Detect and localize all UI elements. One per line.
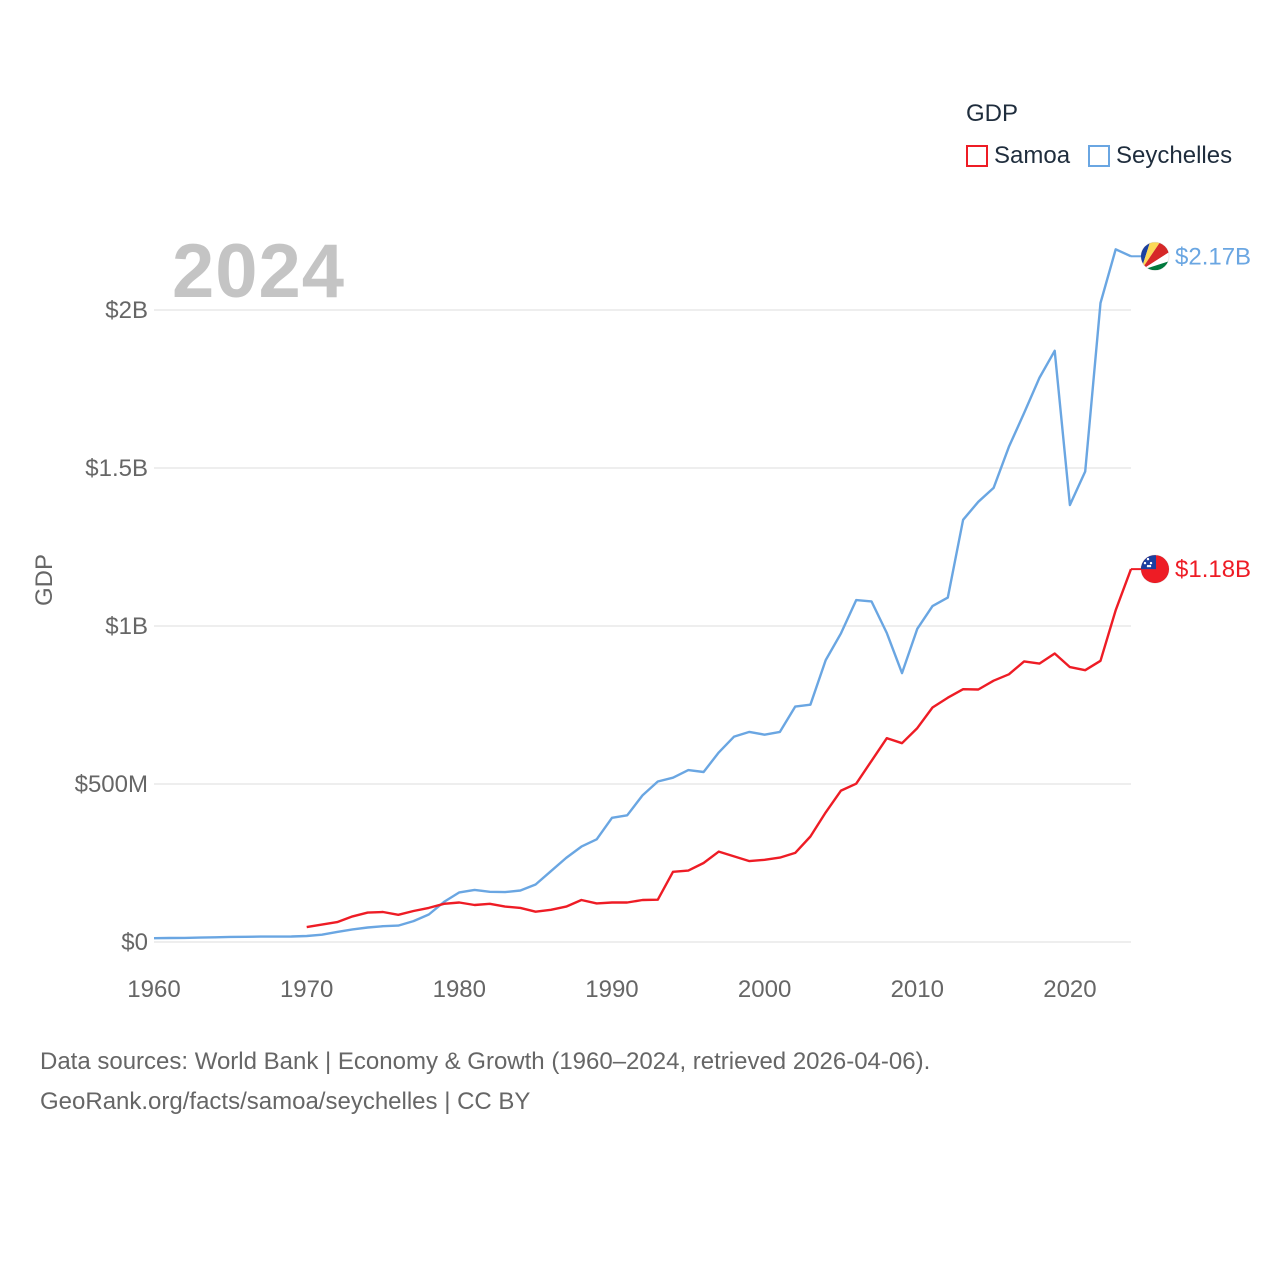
legend: GDP Samoa Seychelles xyxy=(966,100,1232,170)
end-value-label-seychelles: $2.17B xyxy=(1175,243,1251,270)
y-axis-label: GDP xyxy=(31,554,58,606)
current-year-label: 2024 xyxy=(172,229,346,314)
x-tick-label: 1980 xyxy=(433,976,486,1003)
seychelles-flag-icon xyxy=(1140,241,1170,271)
y-tick-label: $0 xyxy=(121,929,148,956)
x-tick-label: 1960 xyxy=(127,976,180,1003)
y-axis-ticks: $0 $500M $1B $1.5B $2B xyxy=(75,297,148,956)
y-tick-label: $2B xyxy=(105,297,148,324)
x-tick-label: 1990 xyxy=(585,976,638,1003)
legend-label-seychelles: Seychelles xyxy=(1116,142,1233,169)
legend-swatch-seychelles xyxy=(1088,145,1111,167)
x-tick-label: 1970 xyxy=(280,976,333,1003)
gridlines xyxy=(154,309,1131,943)
legend-swatch-samoa xyxy=(966,145,988,167)
legend-item-seychelles[interactable]: Seychelles xyxy=(1088,142,1232,170)
legend-label-samoa: Samoa xyxy=(994,142,1071,169)
series-line-samoa xyxy=(306,568,1133,929)
x-tick-label: 2010 xyxy=(891,976,944,1003)
y-tick-label: $1.5B xyxy=(85,455,148,482)
data-source-footer: Data sources: World Bank | Economy & Gro… xyxy=(40,1042,930,1122)
footer-attribution[interactable]: GeoRank.org/facts/samoa/seychelles | CC … xyxy=(40,1088,531,1115)
x-tick-label: 2020 xyxy=(1043,976,1096,1003)
footer-sources: Data sources: World Bank | Economy & Gro… xyxy=(40,1048,931,1075)
legend-title: GDP xyxy=(966,100,1019,127)
end-value-label-samoa: $1.18B xyxy=(1175,556,1251,583)
y-tick-label: $500M xyxy=(75,771,148,798)
x-axis-ticks: 1960 1970 1980 1990 2000 2010 2020 xyxy=(127,976,1096,1003)
x-tick-label: 2000 xyxy=(738,976,791,1003)
legend-item-samoa[interactable]: Samoa xyxy=(966,142,1070,170)
series-lines xyxy=(153,248,1133,940)
y-tick-label: $1B xyxy=(105,613,148,640)
series-end-markers: $2.17B $1.18B xyxy=(1131,241,1251,584)
samoa-flag-icon xyxy=(1140,554,1170,584)
series-line-seychelles xyxy=(153,248,1132,940)
